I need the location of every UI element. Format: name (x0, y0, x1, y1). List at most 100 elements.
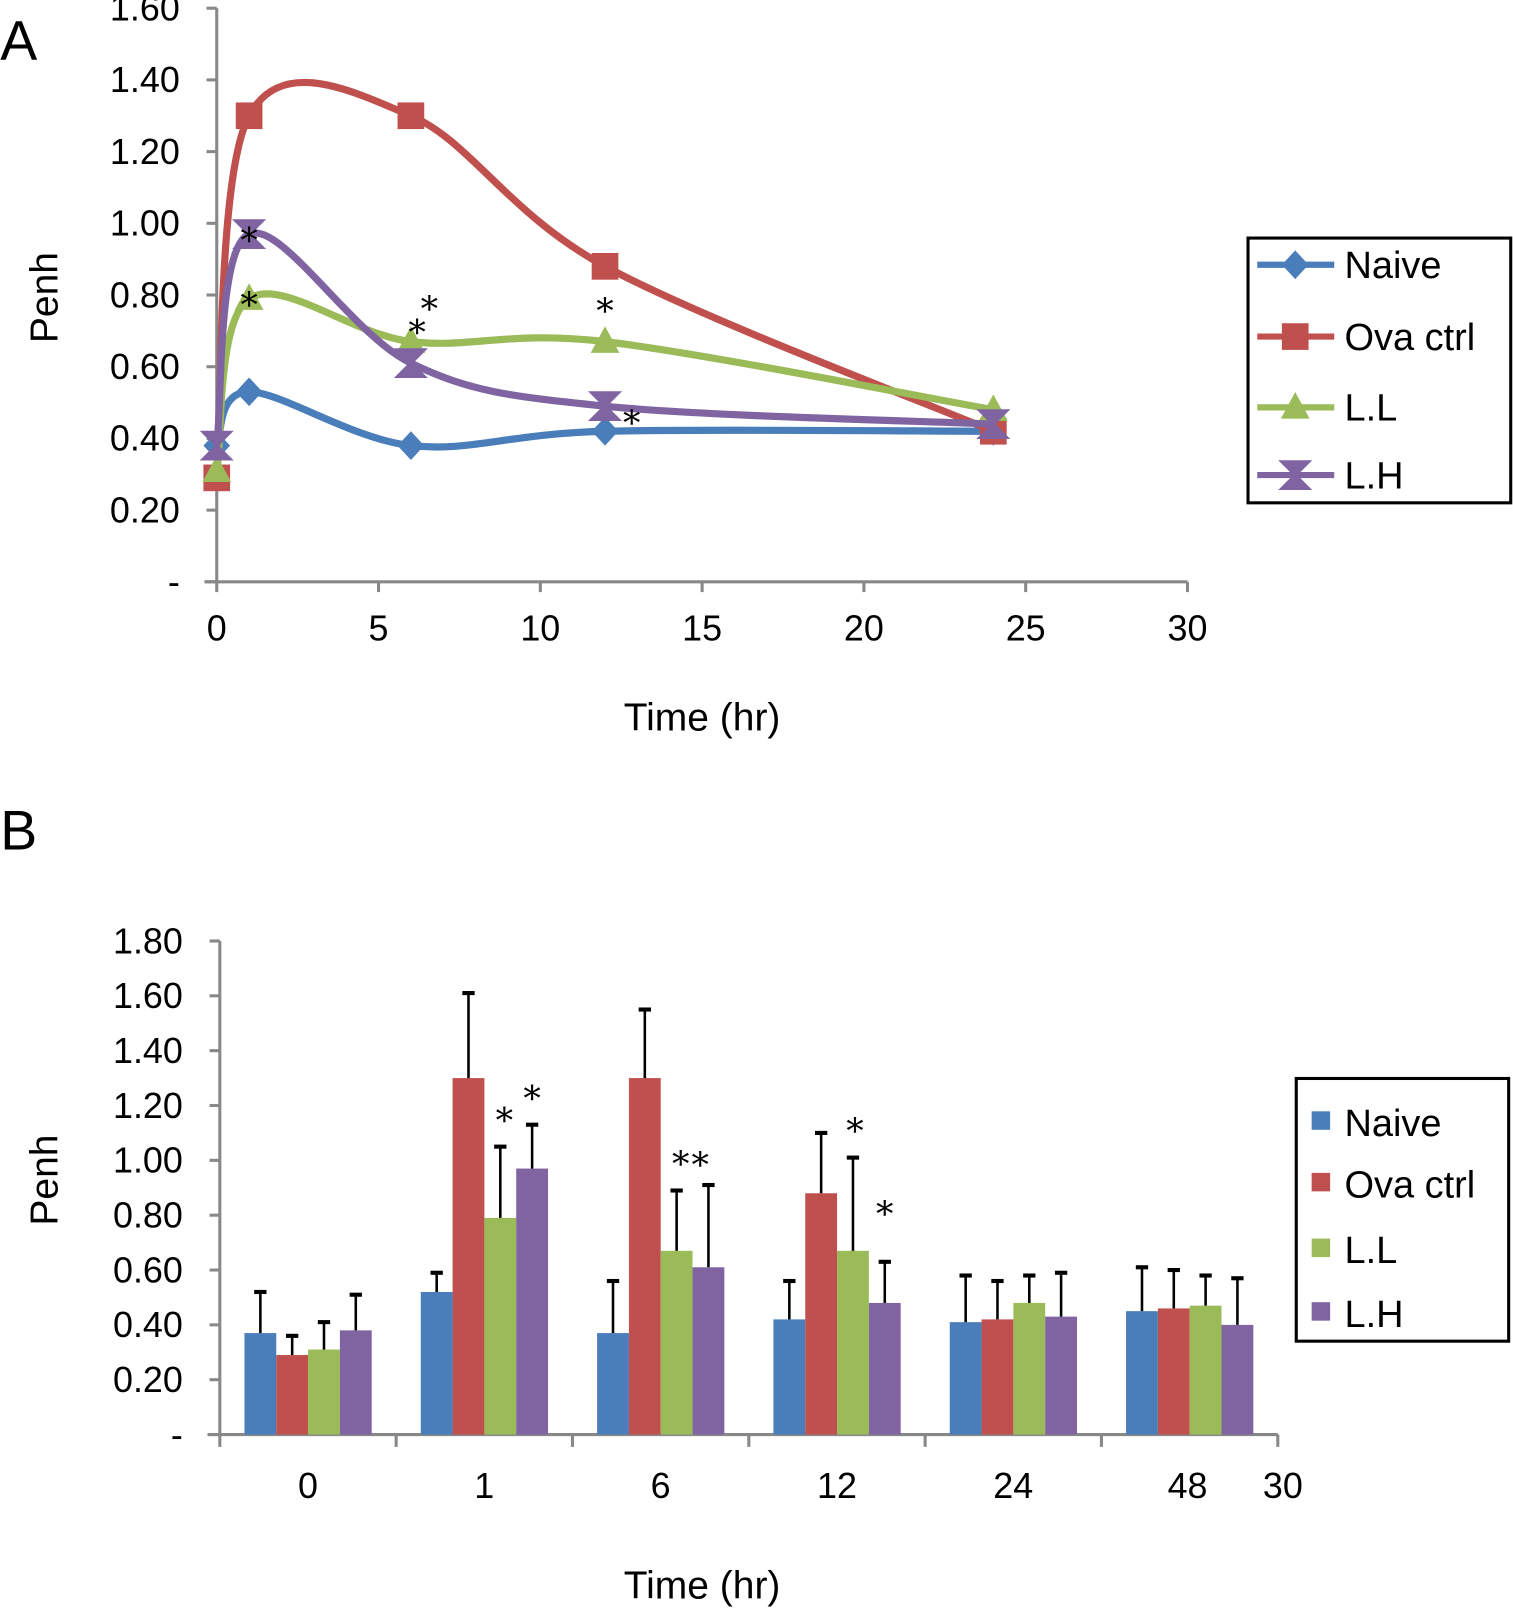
a-significance-star: * (240, 286, 257, 326)
b-bar (868, 1302, 901, 1435)
a-significance-star: * (240, 222, 257, 262)
b-y-tick-label: - (171, 1414, 183, 1455)
b-bar (692, 1267, 725, 1435)
chart-b: - 0.20 0.40 0.60 0.80 1.00 1.20 1.40 1.60 1.80 0 1 6… (113, 920, 1511, 1506)
b-bar (1221, 1324, 1254, 1435)
a-legend-box (1246, 236, 1513, 505)
a-legend-marker (1280, 391, 1310, 419)
a-y-tick-label: 1.60 (110, 0, 180, 29)
b-series-l-h: *** (339, 1079, 1254, 1435)
b-bar (660, 1250, 693, 1435)
b-x-tick-label: 12 (817, 1465, 857, 1506)
b-y-tick-label: 0.20 (113, 1359, 183, 1400)
a-legend-marker (1281, 323, 1309, 350)
b-significance-star: * (876, 1195, 893, 1235)
a-legend-marker (1278, 460, 1313, 490)
a-x-tick-label: 30 (1168, 607, 1208, 648)
a-y-tick-label: 0.60 (110, 346, 180, 387)
a-y-tick-label: 0.80 (110, 274, 180, 315)
a-data-point (397, 431, 425, 460)
b-legend: Naive Ova ctrl L.L L.H (1294, 1076, 1511, 1343)
a-x-tick-label: 25 (1006, 607, 1046, 648)
a-x-axis-label: Time (hr) (624, 697, 781, 740)
a-series-l-l: * * * (202, 283, 1008, 482)
a-data-point (397, 102, 425, 130)
a-data-point (232, 219, 267, 249)
a-legend-label: L.L (1344, 388, 1397, 430)
b-bar (773, 1319, 806, 1435)
b-bar (805, 1193, 838, 1435)
a-series-l-h: * * * (199, 219, 1011, 461)
b-significance-star: * (672, 1145, 689, 1185)
b-y-axis-label: Penh (24, 1135, 67, 1226)
a-legend-label: Naive (1344, 245, 1441, 287)
b-x-tick-label: 1 (474, 1465, 494, 1506)
a-x-tick-label: 20 (844, 607, 884, 648)
a-data-point (199, 430, 234, 461)
b-legend-label: L.H (1344, 1294, 1403, 1336)
b-y-tick-label: 1.20 (113, 1085, 183, 1126)
a-y-tick-label: - (168, 561, 180, 602)
a-data-point (591, 252, 619, 280)
a-y-tick-label: 1.20 (110, 131, 180, 172)
b-bar (981, 1319, 1014, 1435)
b-bar (308, 1349, 340, 1435)
b-y-tick-label: 1.40 (113, 1030, 183, 1071)
a-data-point (234, 283, 264, 310)
b-x-tick-label: 6 (651, 1465, 671, 1506)
b-x-tick-label: 48 (1168, 1465, 1208, 1506)
b-y-tick-label: 1.00 (113, 1140, 183, 1181)
a-data-point (590, 326, 620, 353)
b-bar (244, 1333, 277, 1435)
a-y-axis-label: Penh (24, 252, 67, 343)
b-significance-star: * (523, 1079, 540, 1119)
b-bar (276, 1355, 309, 1435)
a-data-point (976, 409, 1011, 439)
a-y-tick-label: 1.40 (110, 59, 180, 100)
a-significance-star: * (596, 292, 613, 332)
b-x-axis-label: Time (hr) (624, 1565, 781, 1608)
b-bar (1157, 1308, 1190, 1435)
b-bar (597, 1333, 629, 1435)
a-x-tick-label: 5 (369, 607, 389, 648)
a-series-line (213, 290, 994, 472)
b-significance-star: * (496, 1101, 513, 1141)
b-bar (1045, 1316, 1078, 1435)
b-x-tick-label: 0 (298, 1465, 318, 1506)
b-legend-label: L.L (1344, 1230, 1397, 1272)
b-bar (628, 1078, 661, 1435)
b-bar (1189, 1305, 1222, 1435)
a-data-point (396, 326, 426, 353)
a-data-point (202, 455, 232, 482)
a-x-tick-label: 10 (520, 607, 560, 648)
a-y-tick-label: 1.00 (110, 203, 180, 244)
a-significance-star: * (623, 404, 640, 444)
a-x-tick-label: 0 (207, 607, 227, 648)
a-data-point (591, 416, 619, 446)
a-series-line (213, 229, 994, 447)
a-data-point (587, 391, 623, 422)
a-legend-label: Ova ctrl (1344, 317, 1475, 359)
b-y-tick-label: 0.80 (113, 1195, 183, 1236)
b-bar (1126, 1311, 1158, 1435)
b-legend-swatch (1311, 1172, 1331, 1192)
a-data-point (235, 377, 263, 407)
b-bar (484, 1217, 517, 1435)
panel-label-b: B (0, 800, 37, 862)
b-legend-swatch (1311, 1302, 1331, 1321)
b-y-tick-label: 1.60 (113, 975, 183, 1016)
b-y-tick-label: 0.40 (113, 1304, 183, 1345)
b-y-tick-label: 1.80 (113, 920, 183, 961)
chart-a: - 0.20 0.40 0.60 0.80 1.00 1.20 1.40 1.60 0 5 10 15 2… (110, 0, 1513, 648)
b-x-tick-label: 24 (993, 1465, 1033, 1506)
b-legend-label: Ova ctrl (1344, 1165, 1475, 1207)
b-x-tick-label: 30 (1263, 1465, 1303, 1506)
panel-label-a: A (0, 10, 37, 72)
b-bar (837, 1250, 869, 1435)
b-series-naive (244, 1265, 1158, 1435)
b-bar (1013, 1302, 1046, 1435)
b-legend-swatch (1311, 1111, 1331, 1130)
b-legend-swatch (1311, 1238, 1331, 1258)
a-data-point (235, 102, 263, 130)
